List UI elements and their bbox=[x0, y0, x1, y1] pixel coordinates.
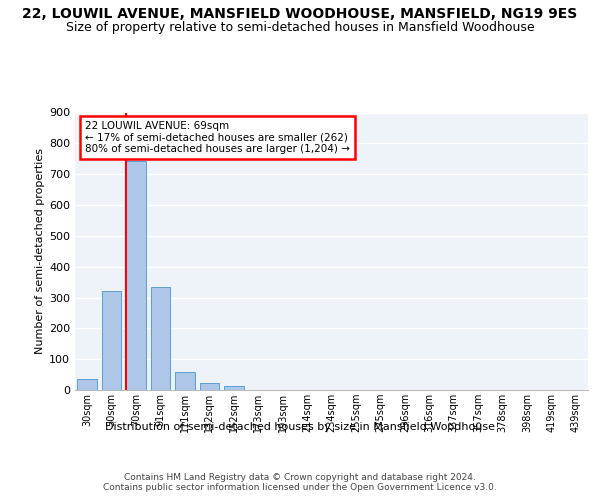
Bar bbox=[175, 372, 194, 390]
Text: 22 LOUWIL AVENUE: 69sqm
← 17% of semi-detached houses are smaller (262)
80% of s: 22 LOUWIL AVENUE: 69sqm ← 17% of semi-de… bbox=[85, 121, 350, 154]
Bar bbox=[102, 290, 121, 390]
Bar bbox=[127, 161, 146, 390]
Bar bbox=[200, 383, 219, 390]
Text: Size of property relative to semi-detached houses in Mansfield Woodhouse: Size of property relative to semi-detach… bbox=[65, 21, 535, 34]
Y-axis label: Number of semi-detached properties: Number of semi-detached properties bbox=[35, 148, 45, 354]
Bar bbox=[77, 379, 97, 390]
Bar bbox=[151, 286, 170, 390]
Bar bbox=[224, 386, 244, 390]
Text: Contains HM Land Registry data © Crown copyright and database right 2024.
Contai: Contains HM Land Registry data © Crown c… bbox=[103, 472, 497, 492]
Text: Distribution of semi-detached houses by size in Mansfield Woodhouse: Distribution of semi-detached houses by … bbox=[105, 422, 495, 432]
Text: 22, LOUWIL AVENUE, MANSFIELD WOODHOUSE, MANSFIELD, NG19 9ES: 22, LOUWIL AVENUE, MANSFIELD WOODHOUSE, … bbox=[22, 8, 578, 22]
